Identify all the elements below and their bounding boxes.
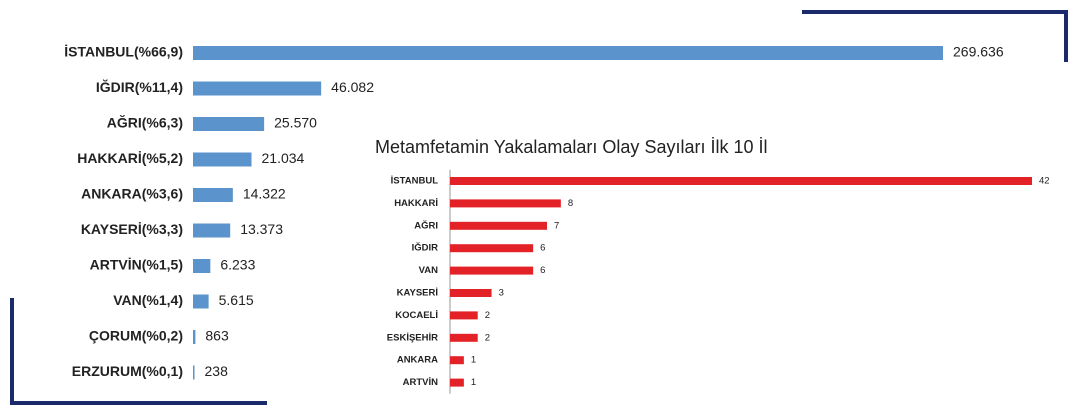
- bar: [193, 365, 195, 380]
- value-label: 21.034: [262, 150, 305, 166]
- category-label: KAYSERİ(%3,3): [81, 221, 183, 237]
- category-label: HAKKARİ: [394, 198, 438, 209]
- frame-corner: [802, 10, 1068, 62]
- bar: [450, 356, 464, 365]
- value-label: 42: [1039, 176, 1050, 187]
- bar: [450, 244, 534, 253]
- category-label: ARTVİN(%1,5): [90, 257, 183, 273]
- bar: [193, 188, 233, 202]
- value-label: 863: [205, 328, 229, 344]
- category-label: AĞRI: [414, 219, 438, 231]
- bar: [193, 223, 231, 238]
- value-label: 5.615: [219, 292, 254, 308]
- bar: [193, 330, 196, 344]
- bar: [193, 152, 252, 167]
- category-label: KOCAELİ: [395, 310, 438, 321]
- category-label: ANKARA(%3,6): [81, 186, 183, 202]
- bar: [193, 117, 265, 131]
- category-label: IĞDIR(%11,4): [96, 78, 183, 95]
- value-label: 1: [471, 377, 476, 388]
- value-label: 46.082: [331, 79, 374, 95]
- category-label: HAKKARİ(%5,2): [77, 150, 183, 166]
- bar: [193, 46, 943, 60]
- value-label: 3: [499, 288, 504, 299]
- value-label: 238: [205, 363, 229, 379]
- category-label: AĞRI(%6,3): [107, 114, 183, 131]
- chart-title: Metamfetamin Yakalamaları Olay Sayıları …: [375, 137, 767, 157]
- value-label: 25.570: [274, 115, 317, 131]
- category-label: VAN: [419, 265, 438, 276]
- frame-corner: [10, 298, 267, 405]
- bar: [450, 221, 547, 230]
- value-label: 7: [554, 220, 559, 231]
- bar: [193, 294, 209, 309]
- value-label: 6: [540, 243, 545, 254]
- category-label: ARTVİN: [403, 377, 439, 388]
- bar: [450, 199, 561, 208]
- category-label: ANKARA: [397, 355, 438, 366]
- category-label: İSTANBUL: [391, 176, 439, 187]
- bar: [450, 333, 478, 342]
- bar: [450, 177, 1032, 185]
- value-label: 2: [485, 332, 490, 343]
- value-label: 1: [471, 355, 476, 366]
- category-label: IĞDIR: [412, 242, 439, 254]
- value-label: 8: [568, 198, 573, 209]
- value-label: 13.373: [240, 221, 283, 237]
- bar: [450, 378, 464, 387]
- bar: [450, 311, 478, 320]
- value-label: 6: [540, 265, 545, 276]
- value-label: 269.636: [953, 44, 1004, 60]
- category-label: VAN(%1,4): [113, 292, 183, 308]
- bar: [450, 266, 534, 275]
- category-label: İSTANBUL(%66,9): [64, 44, 183, 60]
- bar: [193, 259, 211, 273]
- bar: [450, 289, 492, 297]
- category-label: ERZURUM(%0,1): [72, 363, 183, 379]
- category-label: KAYSERİ: [397, 288, 438, 299]
- bar: [193, 81, 322, 96]
- category-label: ESKİŞEHİR: [387, 332, 438, 343]
- value-label: 14.322: [243, 186, 286, 202]
- value-label: 2: [485, 310, 490, 321]
- value-label: 6.233: [220, 257, 255, 273]
- category-label: ÇORUM(%0,2): [89, 328, 183, 344]
